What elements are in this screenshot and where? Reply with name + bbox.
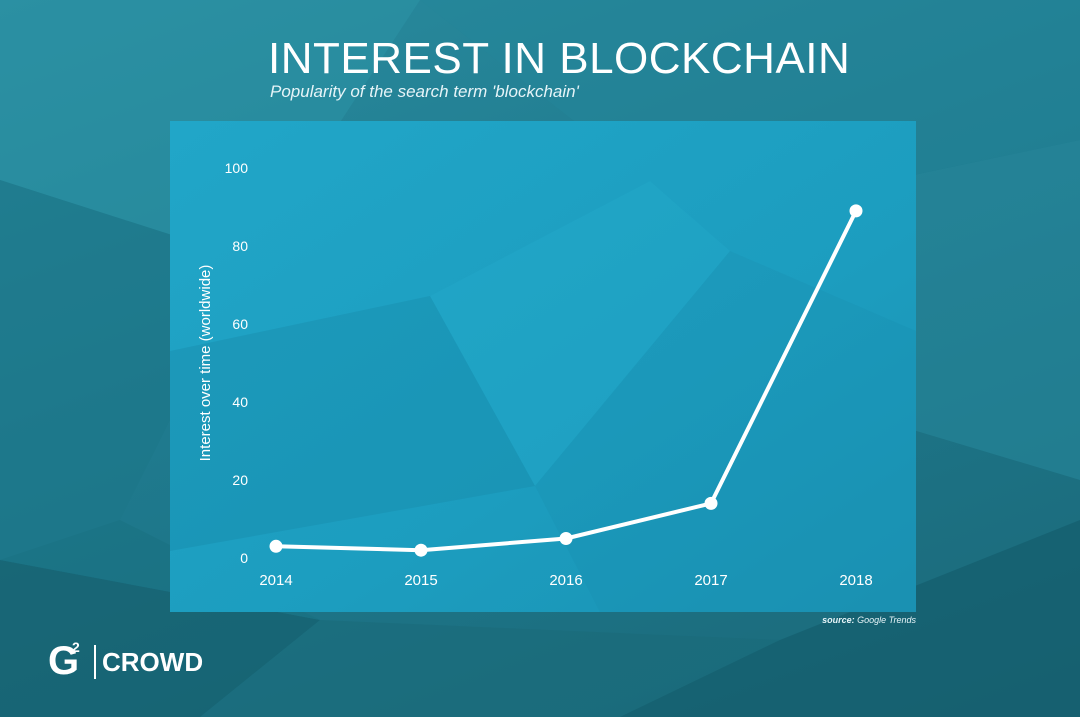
x-tick-label: 2018 <box>839 572 872 589</box>
x-tick-label: 2015 <box>404 572 437 589</box>
g2-logo-icon: G 2 <box>48 639 86 683</box>
data-point <box>704 496 718 510</box>
data-point <box>849 204 863 218</box>
y-tick-label: 20 <box>232 472 248 488</box>
x-tick-label: 2016 <box>549 572 582 589</box>
y-tick-label: 0 <box>240 550 248 566</box>
x-tick-label: 2017 <box>694 572 727 589</box>
g2-crowd-logo: G 2 CROWD <box>48 639 204 684</box>
logo-text: CROWD <box>102 646 204 677</box>
y-axis-label: Interest over time (worldwide) <box>197 265 214 462</box>
chart-subtitle: Popularity of the search term 'blockchai… <box>270 82 579 101</box>
data-point <box>559 532 573 545</box>
logo-letter: G <box>48 639 80 683</box>
data-point <box>269 539 283 553</box>
y-tick-label: 40 <box>232 394 248 410</box>
y-tick-label: 80 <box>232 238 248 254</box>
source-key: source: <box>822 615 855 625</box>
chart-panel <box>170 121 916 612</box>
x-tick-label: 2014 <box>259 572 292 589</box>
source-note: source: Google Trends <box>822 615 916 625</box>
y-tick-label: 100 <box>225 160 249 176</box>
logo-divider <box>94 645 96 679</box>
data-point <box>414 543 428 557</box>
line-chart: Interest over time (worldwide) 0 20 40 60 80… <box>170 121 916 612</box>
chart-title: INTEREST IN BLOCKCHAIN <box>268 34 851 83</box>
source-value: Google Trends <box>857 615 916 625</box>
logo-superscript: 2 <box>72 639 80 655</box>
y-tick-label: 60 <box>232 316 248 332</box>
